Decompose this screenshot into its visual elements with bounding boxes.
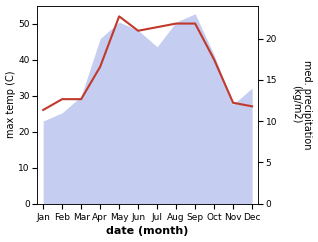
X-axis label: date (month): date (month)	[107, 227, 189, 236]
Y-axis label: max temp (C): max temp (C)	[5, 71, 16, 138]
Y-axis label: med. precipitation
(kg/m2): med. precipitation (kg/m2)	[291, 60, 313, 149]
